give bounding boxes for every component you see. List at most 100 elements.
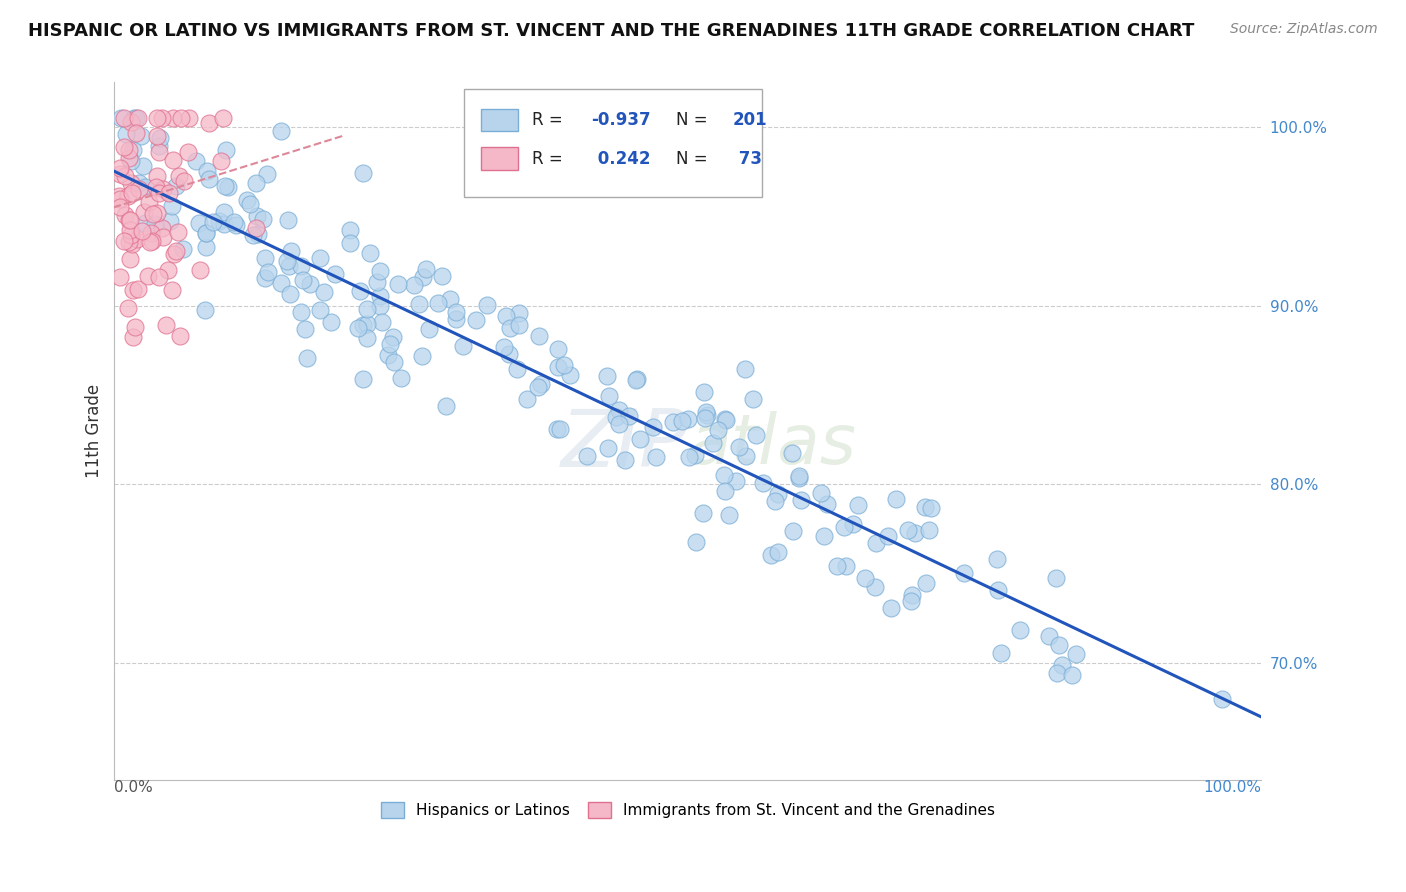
Point	[810, 485, 832, 500]
Point	[128, 176, 150, 190]
Point	[253, 252, 276, 266]
Point	[1045, 571, 1067, 585]
Point	[149, 130, 172, 145]
Point	[745, 428, 768, 442]
Point	[138, 195, 160, 210]
Point	[165, 178, 187, 193]
Point	[446, 312, 468, 326]
Point	[685, 535, 707, 549]
Point	[527, 328, 550, 343]
Point	[194, 240, 217, 254]
Point	[141, 227, 163, 241]
Point	[197, 171, 219, 186]
Point	[352, 166, 374, 180]
Point	[412, 270, 434, 285]
Point	[146, 206, 169, 220]
Point	[214, 178, 236, 193]
Point	[141, 234, 163, 248]
Point	[114, 169, 136, 184]
Point	[495, 310, 517, 324]
Point	[427, 296, 450, 310]
Point	[134, 180, 156, 194]
Point	[598, 389, 620, 403]
Point	[160, 199, 183, 213]
Point	[693, 385, 716, 400]
Point	[904, 526, 927, 541]
Point	[169, 328, 191, 343]
Point	[148, 139, 170, 153]
Point	[1211, 691, 1233, 706]
Point	[782, 524, 804, 539]
Point	[451, 339, 474, 353]
Point	[125, 231, 148, 245]
Point	[1038, 629, 1060, 643]
Point	[132, 160, 155, 174]
Point	[356, 301, 378, 316]
Point	[125, 126, 148, 140]
Point	[766, 545, 789, 559]
Point	[986, 551, 1008, 566]
Point	[389, 371, 412, 385]
Point	[506, 362, 529, 376]
Point	[314, 285, 336, 299]
Point	[842, 516, 865, 531]
Point	[256, 167, 278, 181]
Point	[295, 351, 318, 366]
Point	[897, 524, 920, 538]
Point	[832, 519, 855, 533]
Text: 0.0%: 0.0%	[114, 780, 153, 795]
Point	[222, 215, 245, 229]
Point	[917, 523, 939, 537]
Point	[813, 529, 835, 543]
Point	[121, 186, 143, 201]
Point	[725, 475, 748, 489]
Point	[120, 153, 142, 168]
Point	[1047, 638, 1070, 652]
Point	[148, 269, 170, 284]
Point	[114, 208, 136, 222]
Point	[155, 318, 177, 332]
Point	[187, 216, 209, 230]
Point	[607, 402, 630, 417]
Point	[914, 500, 936, 515]
Point	[643, 420, 665, 434]
Point	[768, 487, 790, 501]
Point	[208, 214, 231, 228]
Point	[547, 342, 569, 356]
Text: R =: R =	[531, 150, 568, 168]
Point	[276, 253, 298, 268]
Point	[692, 507, 714, 521]
Point	[553, 358, 575, 372]
Point	[695, 405, 717, 419]
Point	[508, 318, 530, 332]
Point	[707, 423, 730, 437]
Point	[605, 409, 627, 424]
FancyBboxPatch shape	[481, 147, 519, 169]
Point	[645, 450, 668, 465]
Point	[121, 236, 143, 251]
Point	[415, 262, 437, 277]
Point	[188, 262, 211, 277]
Point	[787, 471, 810, 485]
Point	[212, 111, 235, 125]
Point	[247, 227, 270, 241]
Point	[121, 329, 143, 343]
Point	[209, 154, 232, 169]
Text: ZIP: ZIP	[561, 406, 688, 483]
Point	[121, 143, 143, 157]
Point	[624, 373, 647, 387]
Point	[198, 116, 221, 130]
Point	[880, 600, 903, 615]
Point	[245, 176, 267, 190]
Point	[630, 432, 652, 446]
Point	[184, 154, 207, 169]
Point	[378, 337, 401, 351]
Point	[865, 535, 887, 549]
Point	[139, 235, 162, 249]
Point	[152, 182, 174, 196]
Text: -0.937: -0.937	[592, 112, 651, 129]
Point	[214, 143, 236, 157]
Point	[127, 282, 149, 296]
Point	[356, 331, 378, 345]
Point	[626, 372, 648, 386]
